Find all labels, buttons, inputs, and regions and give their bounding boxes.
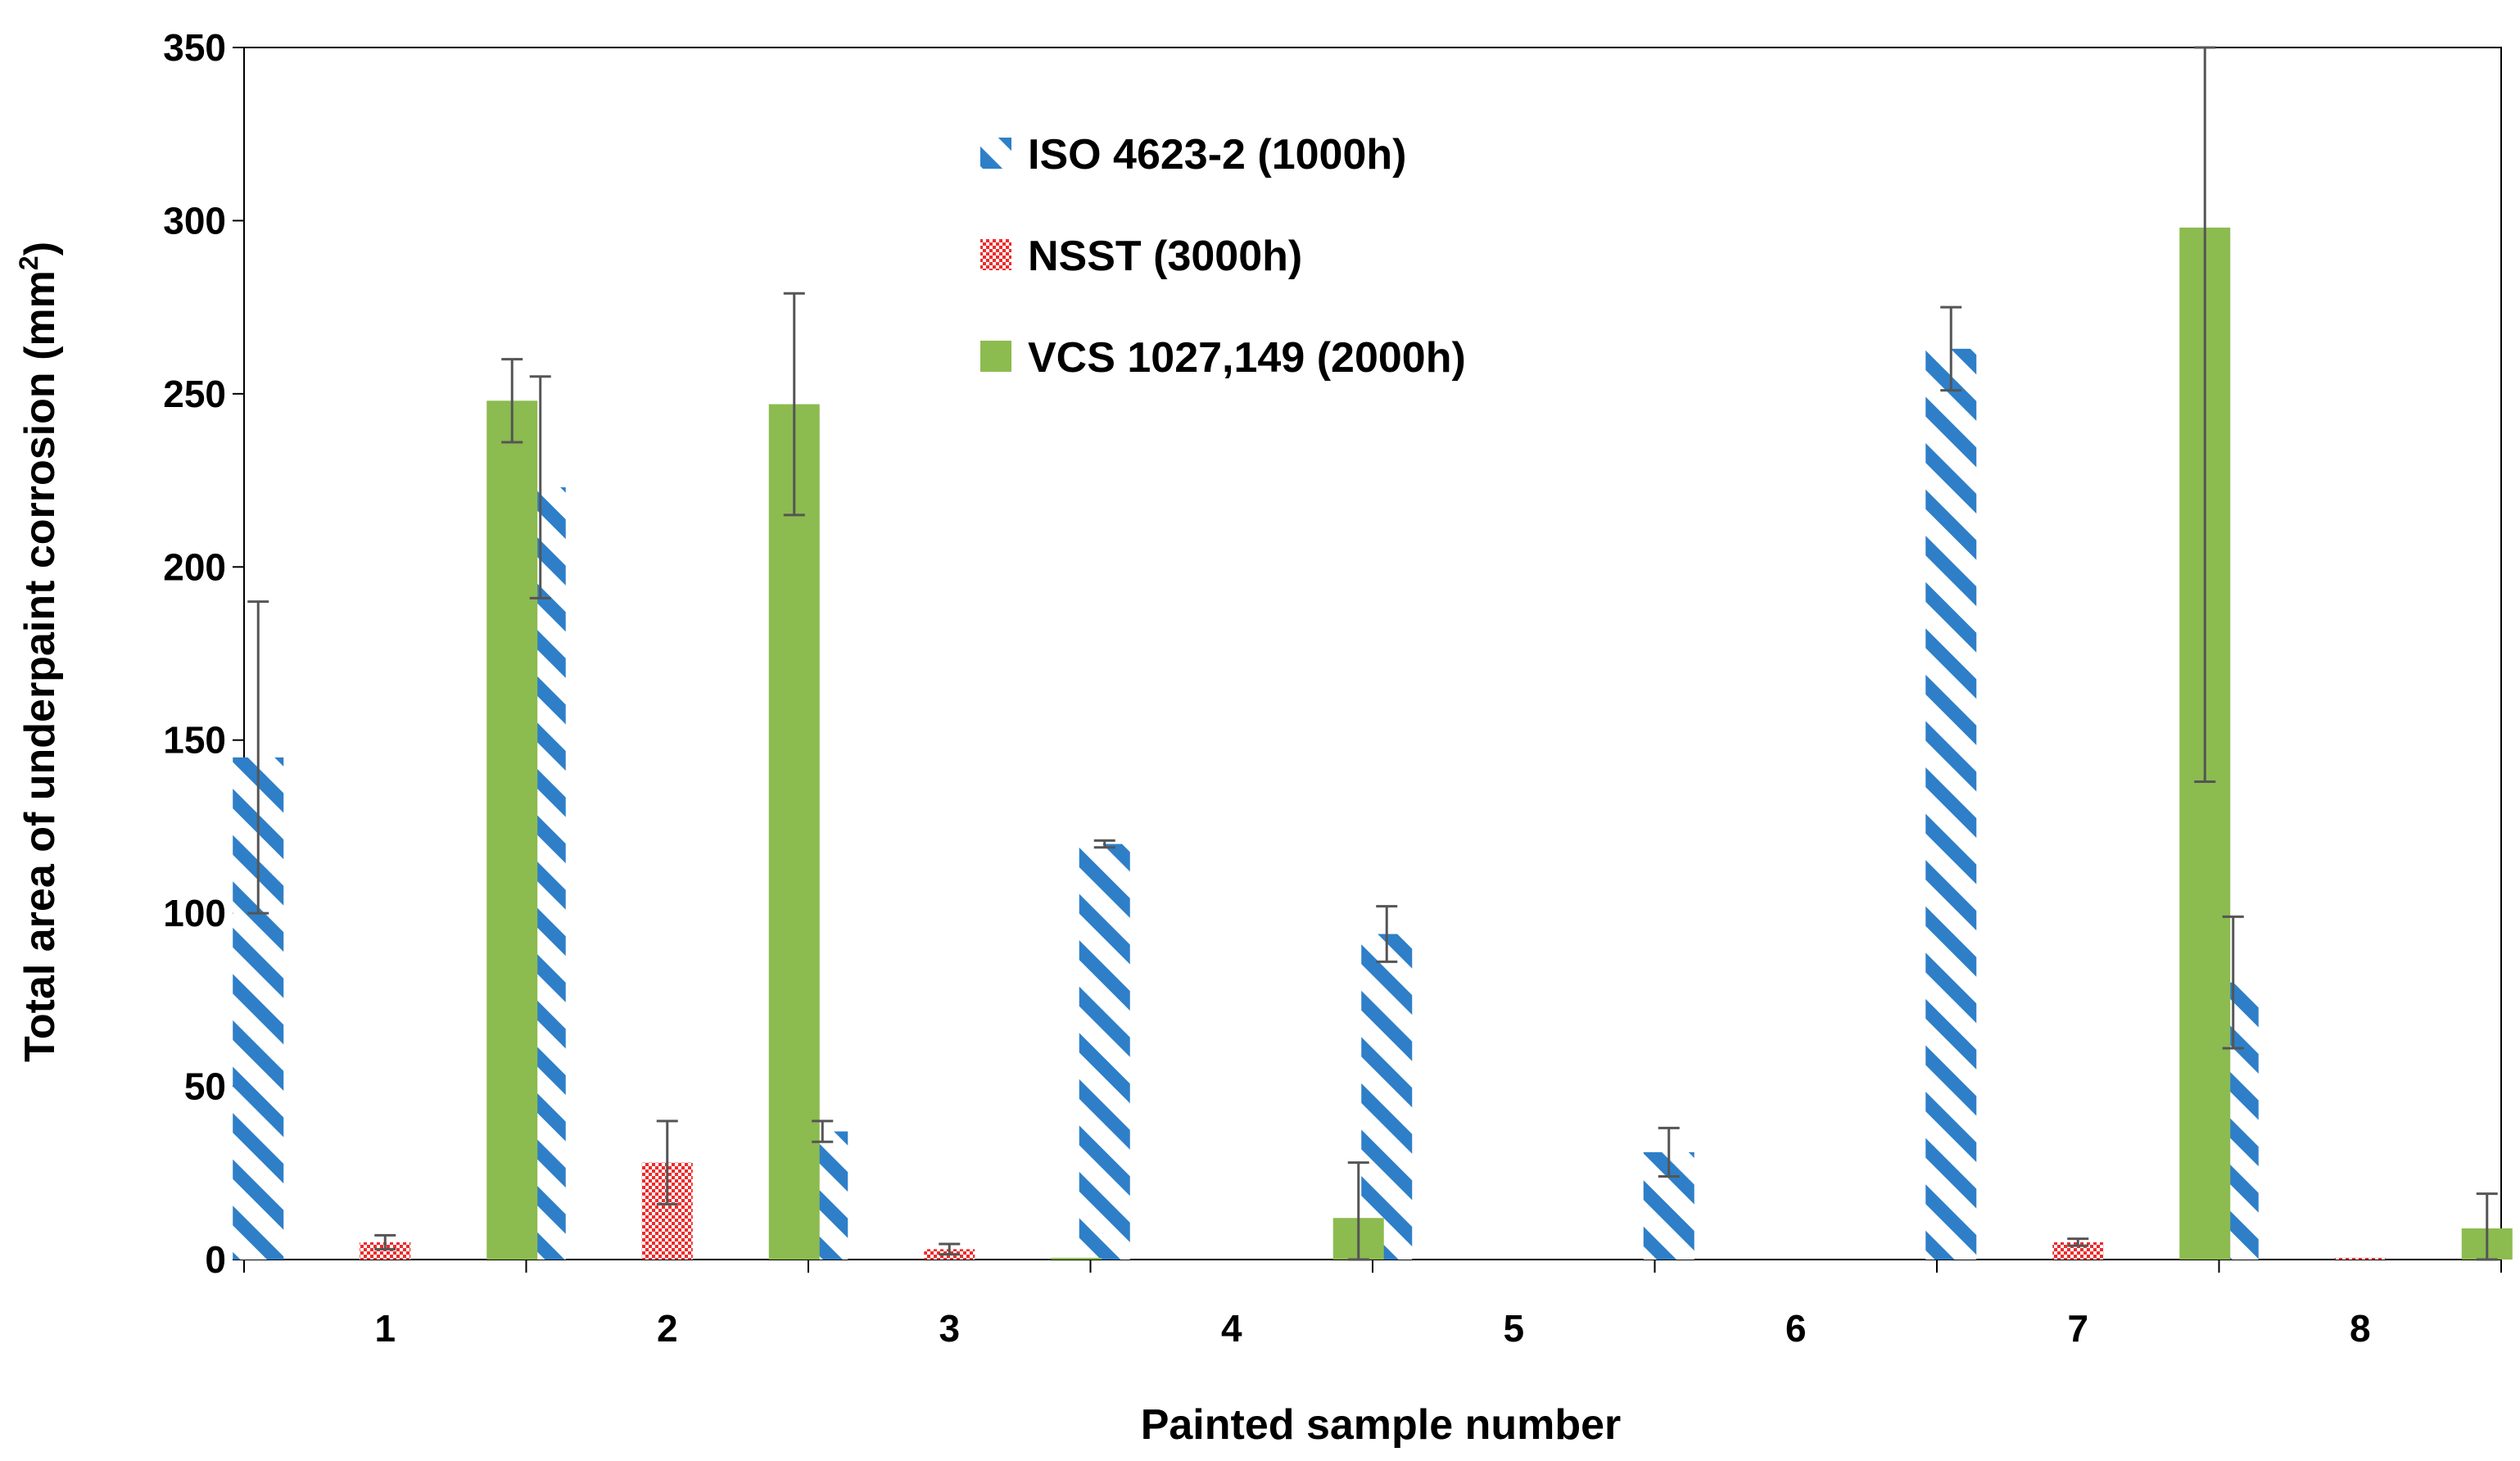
y-tick-label: 0 <box>205 1238 226 1281</box>
legend-swatch <box>980 239 1011 270</box>
bar <box>1925 348 1977 1260</box>
legend-swatch <box>980 341 1011 372</box>
legend: ISO 4623-2 (1000h) NSST (3000h) VCS 1027,1… <box>980 131 1466 382</box>
y-axis-title-close: ) <box>16 242 64 256</box>
legend-swatch <box>980 138 1011 169</box>
y-tick-label: 200 <box>163 545 226 588</box>
x-tick-label: 3 <box>939 1307 960 1350</box>
y-axis-title-main: Total area of underpaint corrosion (mm <box>16 270 64 1062</box>
y-tick-label: 350 <box>163 26 226 69</box>
x-axis: 1 2 3 4 5 6 7 8 <box>243 1260 2502 1350</box>
y-tick-label: 250 <box>163 373 226 415</box>
bar <box>2334 1257 2386 1260</box>
y-tick-label: 300 <box>163 199 226 242</box>
x-tick-label: 7 <box>2067 1307 2088 1350</box>
y-axis: 0 50 100 150 200 250 300 350 <box>163 26 244 1281</box>
bar <box>768 404 820 1260</box>
bar <box>1361 934 1413 1260</box>
x-tick-label: 2 <box>657 1307 678 1350</box>
bar <box>1079 844 1130 1260</box>
x-tick-label: 4 <box>1221 1307 1242 1350</box>
x-axis-title: Painted sample number <box>1141 1401 1622 1449</box>
y-axis-title: Total area of underpaint corrosion (mm2) <box>14 242 64 1062</box>
x-tick-label: 8 <box>2350 1307 2371 1350</box>
y-tick-label: 150 <box>163 719 226 762</box>
error-bars <box>247 46 2498 1261</box>
legend-label: VCS 1027,149 (2000h) <box>1028 334 1466 382</box>
bar <box>2052 1242 2104 1260</box>
bars <box>233 227 2513 1260</box>
legend-label: NSST (3000h) <box>1028 233 1302 280</box>
bar <box>360 1242 411 1260</box>
x-tick-label: 5 <box>1503 1307 1524 1350</box>
y-tick-label: 50 <box>184 1065 226 1108</box>
bar <box>1051 1257 1102 1260</box>
bar <box>486 400 538 1260</box>
y-tick-label: 100 <box>163 892 226 934</box>
x-tick-label: 6 <box>1785 1307 1807 1350</box>
y-axis-title-superscript: 2 <box>14 256 43 270</box>
x-tick-label: 1 <box>374 1307 396 1350</box>
legend-label: ISO 4623-2 (1000h) <box>1028 131 1406 179</box>
